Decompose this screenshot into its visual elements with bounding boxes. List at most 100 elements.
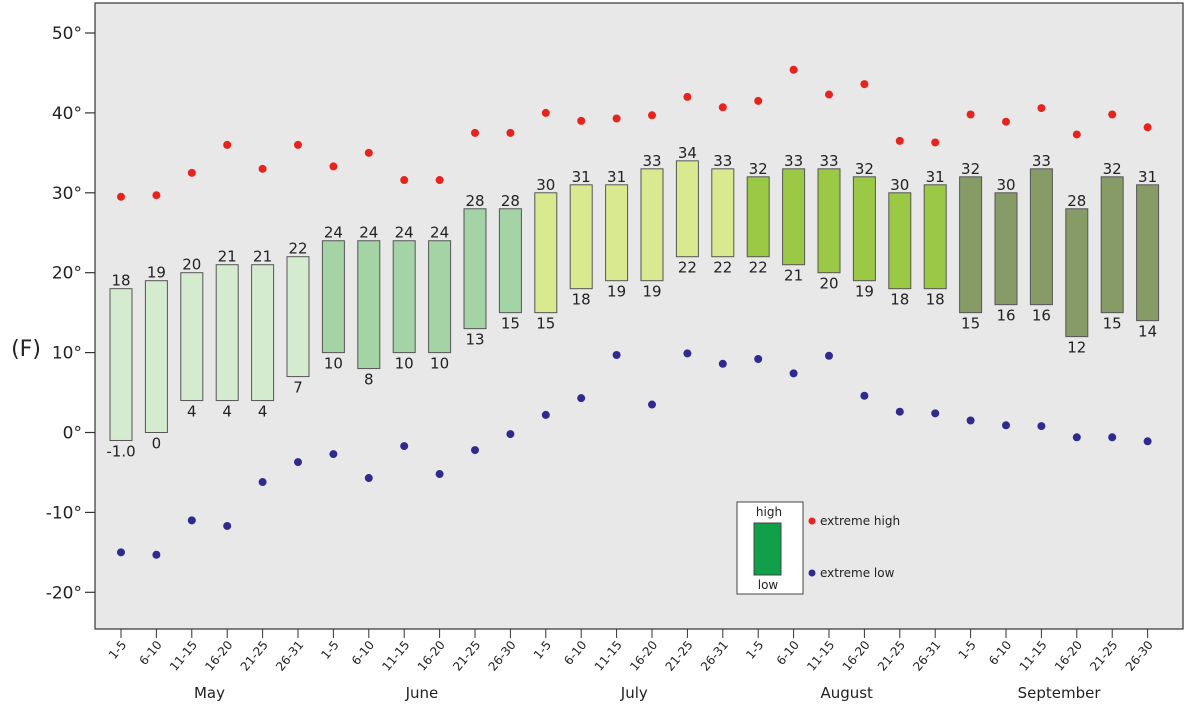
- bar-high-label: 24: [395, 224, 414, 242]
- y-axis-label: (F): [11, 337, 41, 362]
- bar-range: [888, 192, 912, 290]
- extreme-high-point: [966, 110, 975, 119]
- y-tick-label: -10°: [46, 503, 82, 523]
- extreme-low-point: [683, 349, 692, 358]
- bar-low-label: 10: [395, 355, 414, 373]
- bar-range: [215, 264, 239, 402]
- bar-range: [605, 184, 629, 282]
- legend-extreme-high-marker: [808, 517, 816, 525]
- bar-low-label: 22: [749, 259, 768, 277]
- extreme-high-point: [577, 116, 586, 125]
- extreme-low-point: [1108, 433, 1117, 442]
- bar-low-label: 18: [572, 291, 591, 309]
- extreme-low-point: [895, 407, 904, 416]
- extreme-high-point: [329, 162, 338, 171]
- bar-high-label: 33: [713, 152, 732, 170]
- bar-low-label: 18: [926, 291, 945, 309]
- bar-low-label: 13: [465, 331, 484, 349]
- extreme-high-point: [1108, 110, 1117, 119]
- bar-high-label: 32: [1103, 160, 1122, 178]
- extreme-low-point: [117, 548, 125, 557]
- bar-high-label: 34: [678, 144, 697, 162]
- bar-low-label: 4: [258, 403, 268, 421]
- extreme-low-point: [1072, 433, 1081, 442]
- bar-high-label: 30: [890, 176, 909, 194]
- bar-range: [144, 280, 168, 433]
- y-tick-label: 50°: [52, 24, 82, 44]
- bar-low-label: 16: [996, 307, 1015, 325]
- bar-range: [428, 240, 452, 354]
- extreme-low-point: [329, 450, 338, 459]
- bar-range: [746, 176, 770, 258]
- extreme-low-point: [789, 369, 798, 378]
- bar-high-label: 19: [147, 264, 166, 282]
- bar-range: [321, 240, 345, 354]
- month-label: July: [620, 684, 648, 702]
- extreme-high-point: [364, 148, 373, 157]
- y-tick-label: 0°: [63, 424, 82, 444]
- bar-range: [817, 168, 841, 274]
- bar-low-label: 12: [1067, 339, 1086, 357]
- extreme-low-point: [223, 521, 232, 530]
- bar-high-label: 33: [784, 152, 803, 170]
- extreme-high-point: [754, 96, 763, 105]
- extreme-high-point: [117, 192, 125, 201]
- bar-range: [994, 192, 1018, 306]
- bar-range: [782, 168, 806, 266]
- extreme-high-point: [152, 191, 161, 200]
- bar-high-label: 28: [1067, 192, 1086, 210]
- bar-range: [569, 184, 593, 290]
- extreme-high-point: [825, 90, 833, 99]
- bar-high-label: 21: [218, 248, 237, 266]
- bar-range: [286, 256, 310, 378]
- bar-high-label: 20: [182, 256, 201, 274]
- extreme-low-point: [1143, 437, 1152, 446]
- extreme-high-point: [789, 65, 798, 74]
- bar-low-label: 18: [890, 291, 909, 309]
- bar-range: [498, 208, 522, 314]
- extreme-high-point: [506, 128, 515, 137]
- bar-high-label: 32: [855, 160, 874, 178]
- extreme-low-point: [718, 359, 727, 368]
- bar-low-label: 14: [1138, 323, 1157, 341]
- legend-extreme-high-label: extreme high: [820, 514, 900, 528]
- bar-low-label: 15: [1103, 315, 1122, 333]
- extreme-high-point: [1143, 123, 1152, 132]
- extreme-low-point: [577, 394, 586, 403]
- bar-range: [1100, 176, 1124, 314]
- bar-high-label: 24: [324, 224, 343, 242]
- bar-high-label: 33: [642, 152, 661, 170]
- extreme-high-point: [612, 114, 621, 123]
- extreme-low-point: [187, 516, 196, 525]
- y-tick-label: 40°: [52, 104, 82, 124]
- bar-range: [1065, 208, 1089, 338]
- bar-range: [534, 192, 558, 314]
- y-axis: 50° 40° 30° 20° 10° 0° -10° -20°: [46, 24, 95, 603]
- extreme-low-point: [612, 350, 621, 359]
- bar-range: [675, 160, 699, 258]
- legend: high low extreme high extreme low: [736, 501, 900, 595]
- extreme-low-point: [648, 400, 656, 409]
- extreme-low-point: [152, 550, 161, 559]
- bar-low-label: 15: [536, 315, 555, 333]
- extreme-high-point: [435, 176, 444, 185]
- extreme-high-point: [294, 140, 302, 149]
- extreme-low-point: [931, 409, 940, 418]
- bar-high-label: 24: [430, 224, 449, 242]
- bar-range: [180, 272, 204, 402]
- extreme-low-point: [506, 430, 515, 439]
- legend-extreme-low-label: extreme low: [820, 566, 895, 580]
- month-label: June: [405, 684, 439, 702]
- bar-high-label: 28: [465, 192, 484, 210]
- bar-low-label: 4: [222, 403, 232, 421]
- extreme-low-point: [364, 474, 373, 483]
- legend-range-swatch: [753, 522, 782, 576]
- extreme-high-point: [187, 168, 196, 177]
- bar-low-label: 19: [855, 283, 874, 301]
- y-tick-label: 20°: [52, 264, 82, 284]
- plot-area: [94, 2, 1184, 630]
- bar-high-label: 24: [359, 224, 378, 242]
- bar-low-label: 21: [784, 267, 803, 285]
- bar-high-label: 30: [996, 176, 1015, 194]
